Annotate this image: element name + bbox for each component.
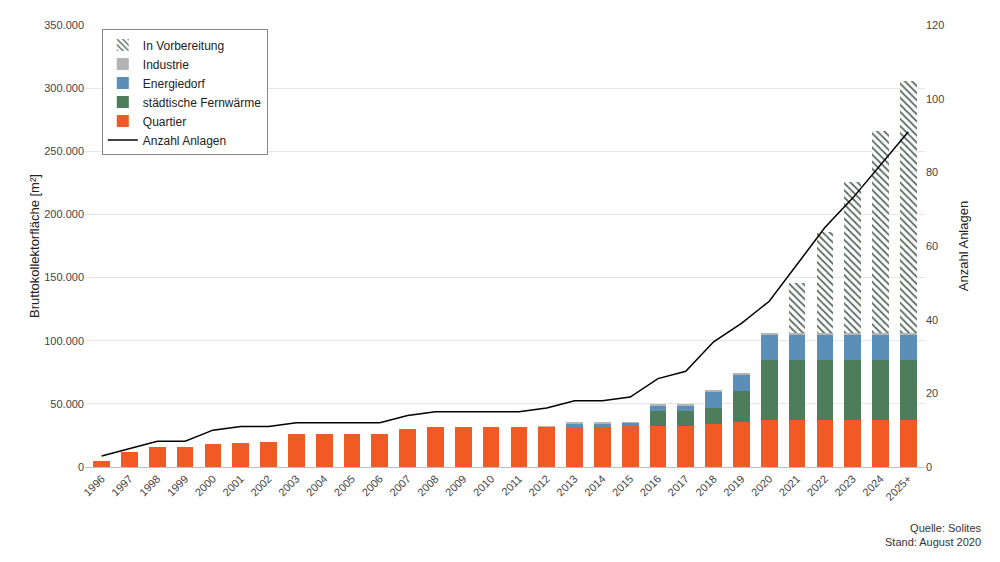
svg-text:2014: 2014 — [582, 473, 608, 499]
svg-text:100: 100 — [926, 93, 944, 105]
svg-text:2001: 2001 — [220, 473, 246, 499]
svg-text:50.000: 50.000 — [50, 398, 84, 410]
svg-text:40: 40 — [926, 314, 938, 326]
svg-text:0: 0 — [78, 461, 84, 473]
svg-text:100.000: 100.000 — [44, 335, 84, 347]
svg-text:2010: 2010 — [471, 473, 497, 499]
svg-text:0: 0 — [926, 461, 932, 473]
svg-text:2000: 2000 — [192, 473, 218, 499]
svg-text:Anzahl Anlagen: Anzahl Anlagen — [956, 201, 971, 291]
svg-text:2003: 2003 — [276, 473, 302, 499]
svg-text:städtische Fernwärme: städtische Fernwärme — [143, 96, 261, 110]
svg-text:2019: 2019 — [721, 473, 747, 499]
svg-text:2015: 2015 — [610, 473, 636, 499]
svg-text:200.000: 200.000 — [44, 208, 84, 220]
svg-text:1998: 1998 — [137, 473, 163, 499]
svg-text:2008: 2008 — [415, 473, 441, 499]
svg-text:2025+: 2025+ — [883, 473, 913, 503]
svg-text:Quelle: SolitesStand: August 2: Quelle: SolitesStand: August 2020 — [885, 522, 982, 548]
svg-text:350.000: 350.000 — [44, 19, 84, 31]
svg-text:120: 120 — [926, 19, 944, 31]
svg-text:2007: 2007 — [387, 473, 413, 499]
svg-text:2017: 2017 — [665, 473, 691, 499]
svg-text:2020: 2020 — [749, 473, 775, 499]
svg-text:2009: 2009 — [443, 473, 469, 499]
svg-text:Energiedorf: Energiedorf — [143, 77, 206, 91]
svg-text:300.000: 300.000 — [44, 82, 84, 94]
svg-text:2024: 2024 — [860, 473, 886, 499]
svg-text:250.000: 250.000 — [44, 145, 84, 157]
svg-text:20: 20 — [926, 387, 938, 399]
svg-text:Anzahl Anlagen: Anzahl Anlagen — [143, 134, 226, 148]
svg-text:Bruttokollektorfläche [m²]: Bruttokollektorfläche [m²] — [27, 174, 42, 318]
svg-text:2011: 2011 — [499, 473, 524, 498]
svg-text:150.000: 150.000 — [44, 271, 84, 283]
svg-text:1999: 1999 — [165, 473, 191, 499]
svg-text:2005: 2005 — [332, 473, 358, 499]
svg-text:2018: 2018 — [693, 473, 719, 499]
svg-text:Quartier: Quartier — [143, 115, 186, 129]
svg-text:Industrie: Industrie — [143, 58, 189, 72]
svg-text:2006: 2006 — [359, 473, 385, 499]
svg-text:2002: 2002 — [248, 473, 274, 499]
svg-text:2016: 2016 — [637, 473, 663, 499]
svg-text:2022: 2022 — [804, 473, 830, 499]
svg-text:2013: 2013 — [554, 473, 580, 499]
svg-text:2004: 2004 — [304, 473, 330, 499]
svg-text:2012: 2012 — [526, 473, 552, 499]
svg-text:2023: 2023 — [832, 473, 858, 499]
svg-text:80: 80 — [926, 166, 938, 178]
svg-text:1997: 1997 — [109, 473, 135, 499]
svg-text:60: 60 — [926, 240, 938, 252]
svg-text:2021: 2021 — [777, 473, 803, 499]
svg-text:In Vorbereitung: In Vorbereitung — [143, 39, 224, 53]
svg-text:1996: 1996 — [81, 473, 107, 499]
